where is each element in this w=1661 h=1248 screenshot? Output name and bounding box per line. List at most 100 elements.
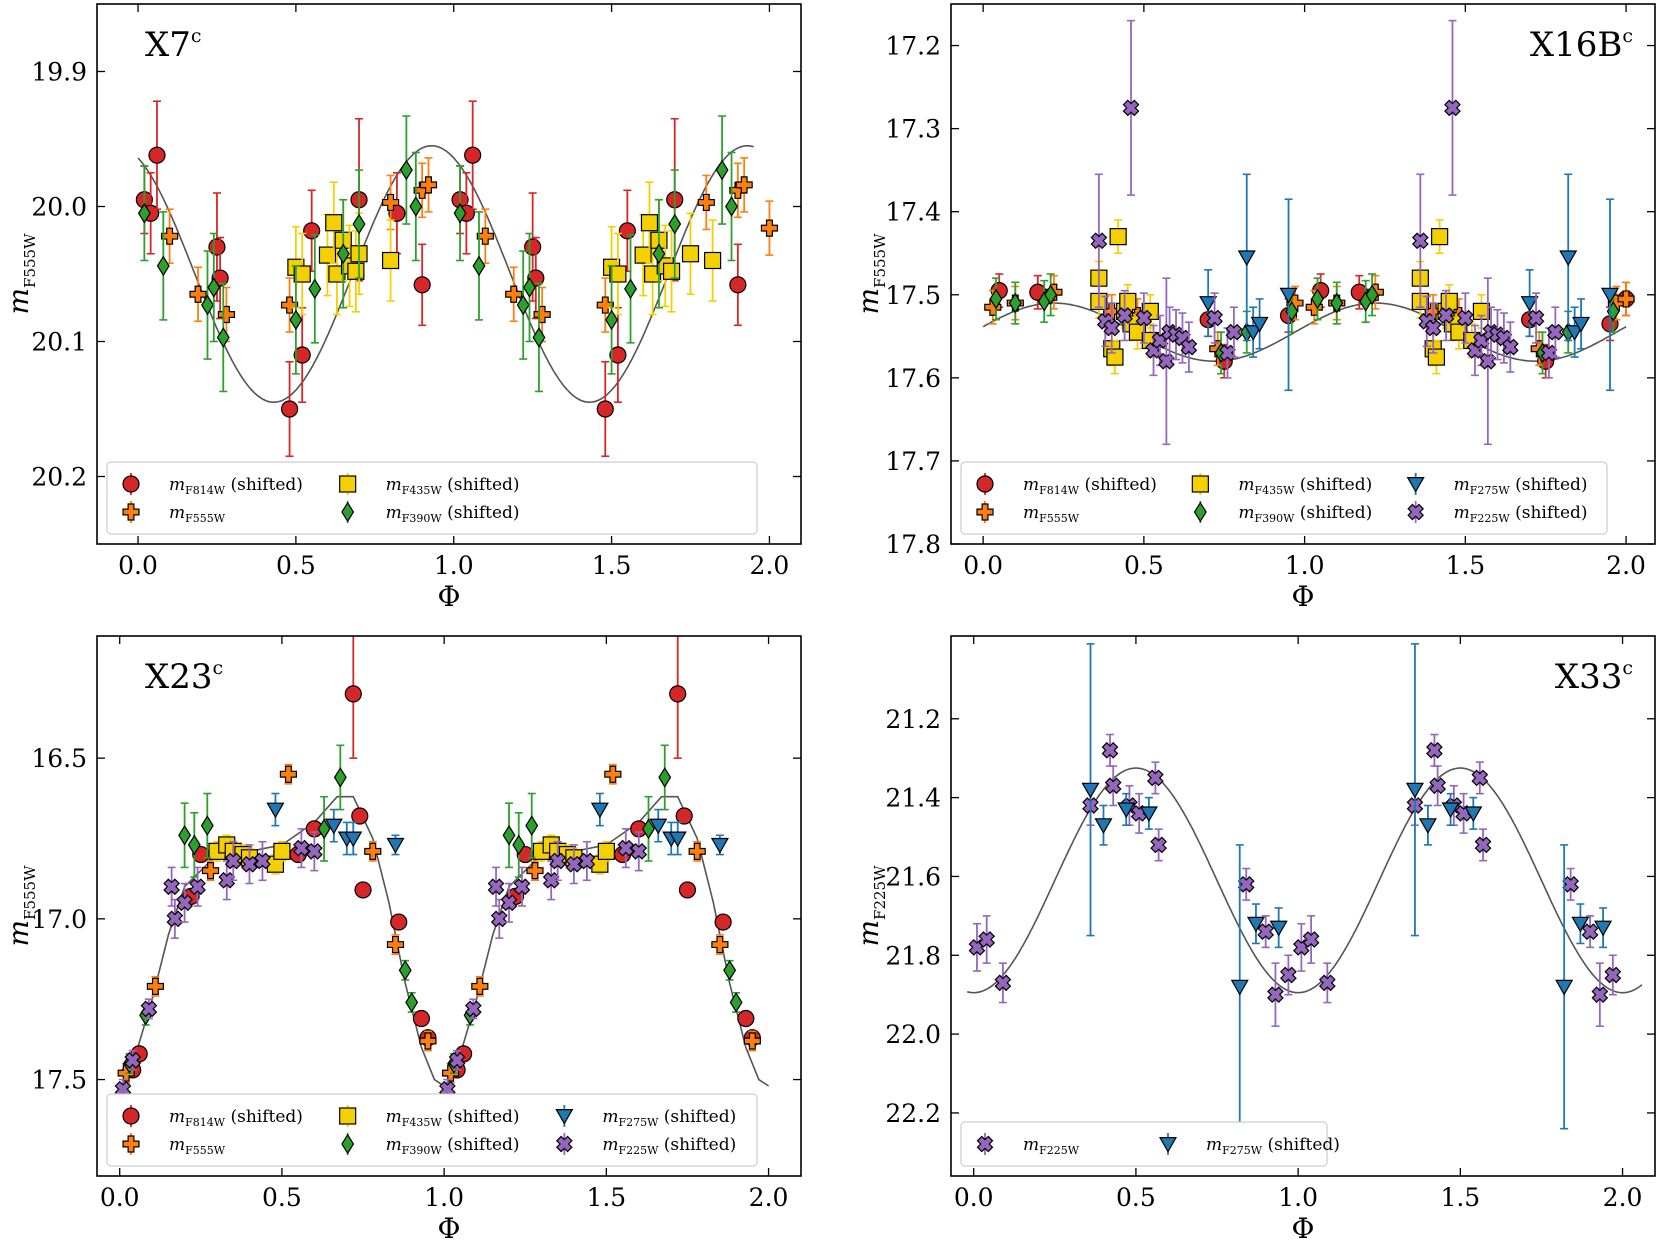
data-point-f390w (989, 288, 1003, 310)
legend-marker (122, 1135, 140, 1153)
data-point-f435w (640, 214, 659, 232)
data-point-f275w (1117, 802, 1136, 819)
data-point-f814w (351, 807, 369, 825)
data-point-f435w (662, 262, 681, 280)
data-point-f225w (1104, 777, 1122, 795)
y-axis-label: mF555W (852, 233, 889, 315)
data-point-f275w (1139, 806, 1158, 823)
data-point-f555w (381, 193, 400, 212)
data-point-f225w (1122, 99, 1140, 117)
data-point-f555w (189, 285, 207, 303)
x-tick-label: 1.5 (592, 551, 632, 580)
data-point-f225w (1280, 966, 1297, 984)
legend: mF814W (shifted) mF555W mF435W (shifted) mF… (106, 461, 758, 535)
data-point-f225w (1135, 309, 1153, 327)
legend-entry-f435w: mF435W (shifted) (339, 1105, 520, 1129)
data-point-f225w (448, 1051, 466, 1069)
legend-marker (1406, 477, 1425, 493)
data-point-f555w (201, 862, 220, 880)
data-point-f390w (729, 992, 743, 1013)
x-tick-label: 1.5 (1445, 551, 1485, 580)
data-point-f275w (668, 831, 687, 848)
data-point-f225w (1604, 966, 1622, 984)
data-point-f225w (1302, 931, 1320, 948)
data-point-f390w (642, 818, 655, 840)
data-point-f275w (1418, 818, 1437, 835)
data-point-f225w (1411, 232, 1429, 250)
plot-frame (950, 3, 1656, 545)
data-point-f814w (354, 881, 372, 899)
data-point-f390w (336, 243, 350, 265)
data-point-f390w (525, 815, 539, 836)
x-tick-label: 0.5 (276, 551, 316, 580)
y-tick-label: 22.0 (885, 1020, 941, 1049)
legend-label: mF225W (shifted) (1454, 503, 1588, 525)
data-point-f555w (505, 285, 523, 303)
data-point-f225w (1562, 875, 1580, 893)
data-point-f390w (516, 294, 530, 316)
x-tick-label: 0.5 (1124, 551, 1164, 580)
legend-marker (1193, 501, 1207, 523)
legend-entry-f225w: mF225W (shifted) (1407, 501, 1588, 525)
data-point-f225w (578, 852, 596, 870)
data-point-f390w (156, 255, 170, 277)
data-point-f435w (347, 262, 365, 280)
data-point-f435w (1427, 348, 1446, 366)
plot-area (135, 100, 779, 458)
x-tick-label: 0.0 (963, 551, 1003, 580)
data-point-f225w (166, 910, 184, 928)
data-point-f275w (1244, 325, 1263, 341)
data-point-f275w (1405, 782, 1424, 799)
data-point-f225w (1591, 986, 1609, 1004)
y-axis-label: mF555W (2, 865, 39, 947)
data-point-f814w (303, 222, 321, 240)
data-point-f275w (1520, 296, 1539, 312)
data-point-f225w (1237, 875, 1255, 893)
legend-entry-f390w: mF390W (shifted) (341, 501, 520, 525)
data-point-f275w (1269, 920, 1288, 937)
data-point-f555w (743, 1032, 761, 1050)
y-tick-label: 20.0 (31, 193, 87, 222)
x-axis-label: Φ (1292, 580, 1315, 613)
x-tick-label: 2.0 (750, 551, 790, 580)
data-point-f555w (697, 193, 715, 212)
x-tick-label: 0.0 (118, 551, 158, 580)
data-point-f390w (178, 824, 192, 846)
data-point-f225w (1527, 309, 1545, 327)
legend-marker (122, 503, 140, 521)
data-point-f275w (1571, 916, 1590, 933)
data-point-f225w (254, 852, 271, 870)
data-point-f555w (596, 296, 614, 314)
legend-label: mF390W (shifted) (1238, 503, 1372, 525)
x-tick-label: 2.0 (1606, 551, 1646, 580)
data-point-f555w (471, 977, 489, 995)
data-point-f390w (207, 277, 221, 298)
legend-entry-f390w: mF390W (shifted) (1193, 501, 1372, 525)
legend-marker (339, 1107, 357, 1125)
data-point-f814w (464, 146, 482, 164)
data-point-f390w (1008, 292, 1022, 314)
data-point-f225w (1424, 319, 1442, 337)
x-tick-label: 0.5 (1116, 1183, 1156, 1212)
data-point-f275w (1237, 250, 1256, 267)
legend-frame (106, 461, 758, 535)
data-point-f275w (1250, 316, 1269, 333)
legend-entry-f555w: mF555W (122, 1133, 226, 1157)
data-point-f435w (597, 842, 615, 860)
data-point-f225w (163, 878, 180, 896)
data-point-f435w (325, 214, 343, 232)
legend-label: mF555W (169, 503, 226, 525)
data-point-f390w (652, 243, 666, 265)
data-point-f390w (624, 278, 637, 300)
data-point-f390w (532, 327, 546, 348)
data-point-f435w (634, 246, 652, 264)
data-point-f435w (273, 842, 291, 860)
data-point-f225w (1474, 836, 1492, 854)
legend-entry-f555w: mF555W (122, 501, 226, 525)
y-tick-label: 17.2 (885, 32, 941, 61)
data-point-f275w (1594, 920, 1613, 937)
data-point-f390w (333, 767, 347, 788)
data-point-f275w (1464, 806, 1483, 823)
